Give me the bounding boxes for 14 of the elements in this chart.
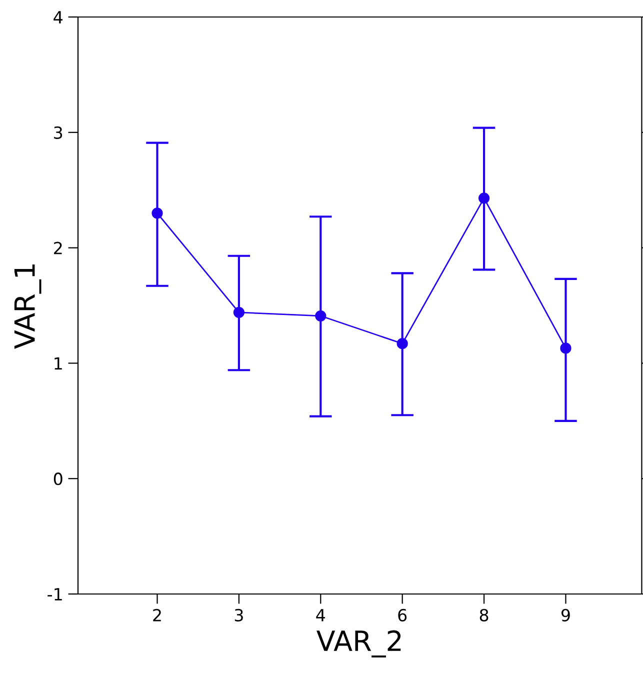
y-tick-label: 1 (54, 357, 62, 370)
x-tick-label: 9 (561, 608, 570, 622)
y-tick-label: 3 (54, 126, 62, 139)
y-tick-label: 2 (54, 242, 62, 254)
x-tick-label: 4 (316, 609, 326, 622)
y-axis-title: VAR_1 (14, 264, 42, 349)
x-axis-title: VAR_2 (316, 630, 401, 658)
y-tick-label: -1 (48, 588, 62, 600)
y-tick-label: 4 (54, 11, 62, 24)
y-tick-label: 0 (54, 472, 62, 486)
x-tick-label: 6 (398, 608, 407, 622)
x-tick-label: 3 (234, 608, 243, 622)
x-tick-label: 2 (153, 608, 161, 622)
x-tick-label: 8 (480, 608, 488, 622)
